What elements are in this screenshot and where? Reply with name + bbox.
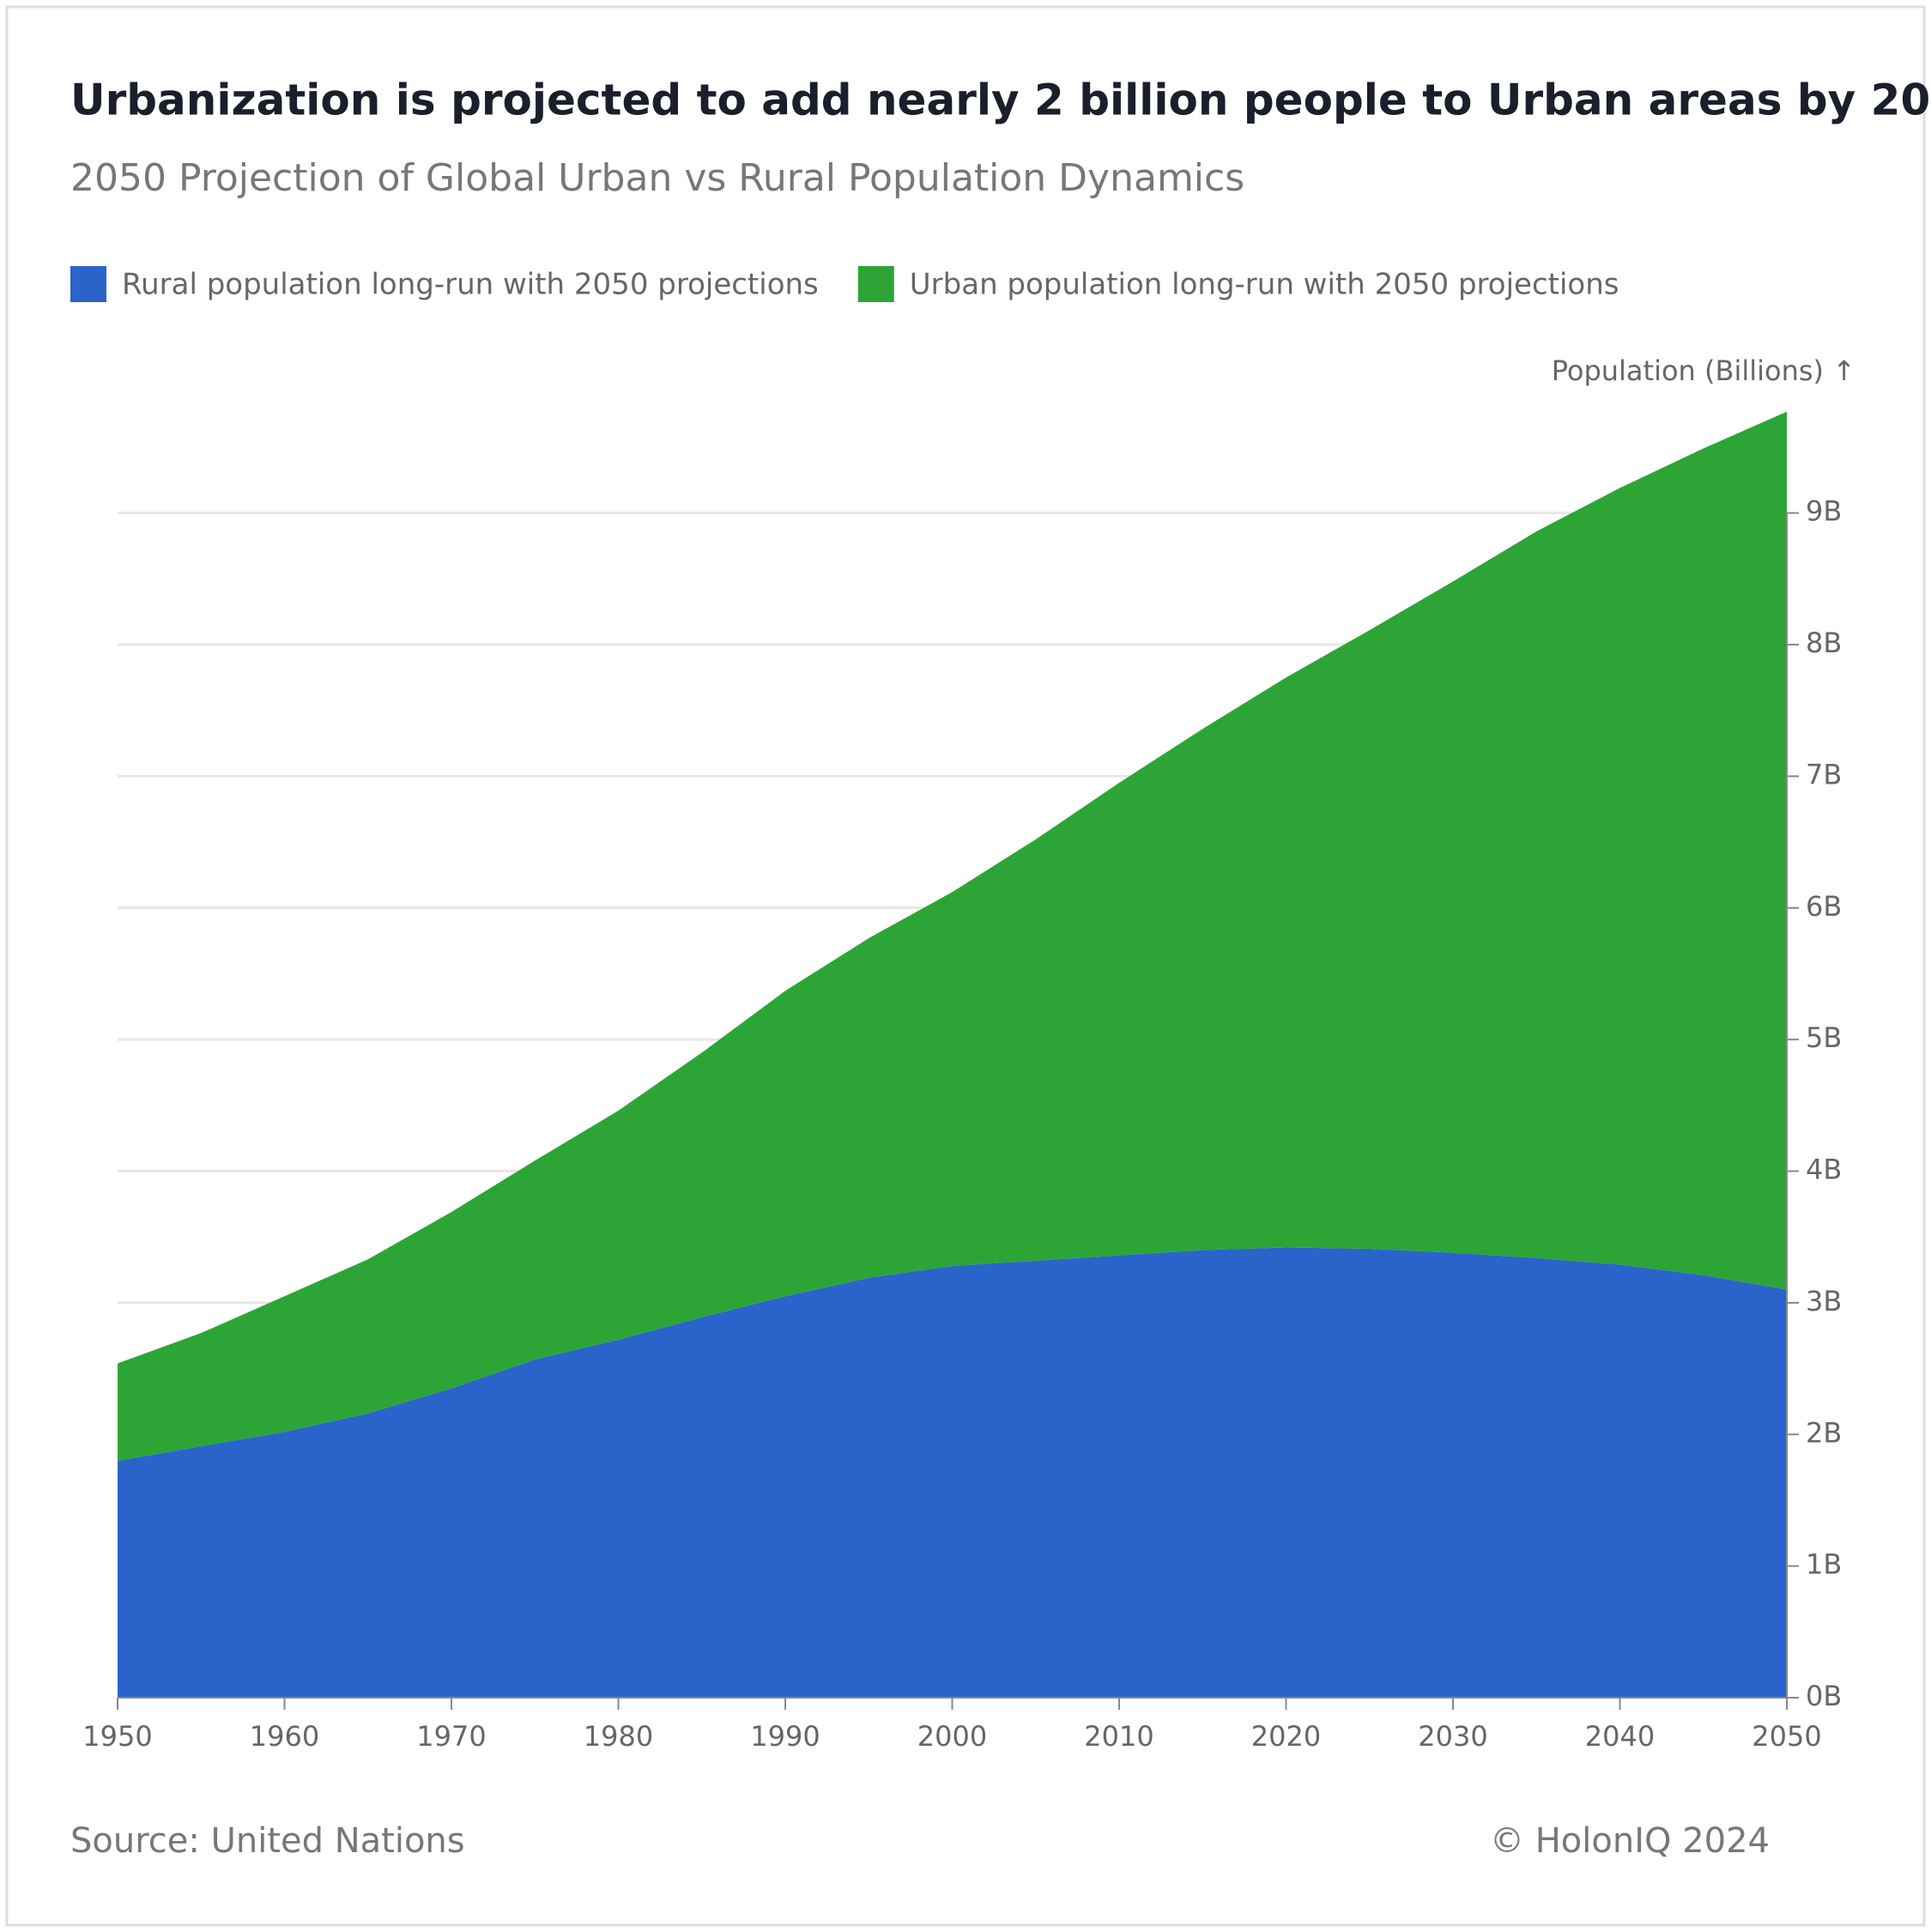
y-tick-label: 3B (1806, 1285, 1842, 1317)
x-tick-label: 2020 (1251, 1720, 1321, 1753)
y-tick-label: 9B (1806, 495, 1842, 528)
chart-title: Urbanization is projected to add nearly … (70, 76, 1931, 125)
legend-swatch (70, 266, 106, 302)
y-tick-label: 4B (1806, 1154, 1842, 1186)
y-axis-label: Population (Billions) ↑ (1552, 354, 1855, 387)
legend-label: Urban population long-run with 2050 proj… (910, 268, 1619, 302)
x-tick-label: 1960 (250, 1720, 319, 1753)
y-tick-label: 8B (1806, 627, 1842, 659)
legend-swatch (857, 266, 894, 302)
x-tick-label: 2030 (1418, 1720, 1487, 1753)
x-tick-label: 2000 (917, 1720, 987, 1753)
source: Source: United Nations (70, 1821, 465, 1861)
y-tick-label: 0B (1806, 1680, 1842, 1712)
x-tick-label: 2040 (1585, 1720, 1655, 1753)
x-tick-label: 2050 (1752, 1720, 1821, 1753)
y-tick-label: 7B (1806, 758, 1842, 790)
chart-subtitle: 2050 Projection of Global Urban vs Rural… (70, 156, 1244, 200)
x-tick-label: 2010 (1084, 1720, 1153, 1753)
area (118, 411, 1787, 1461)
area (118, 1247, 1787, 1698)
y-tick-label: 2B (1806, 1416, 1842, 1449)
legend-label: Rural population long-run with 2050 proj… (122, 268, 819, 302)
x-tick-label: 1950 (82, 1720, 152, 1753)
y-tick-label: 6B (1806, 890, 1842, 923)
y-tick-label: 1B (1806, 1548, 1842, 1581)
x-tick-label: 1990 (750, 1720, 820, 1753)
copyright: © HolonIQ 2024 (1490, 1821, 1770, 1861)
x-tick-label: 1970 (416, 1720, 486, 1753)
y-tick-label: 5B (1806, 1021, 1842, 1054)
x-tick-label: 1980 (584, 1720, 653, 1753)
